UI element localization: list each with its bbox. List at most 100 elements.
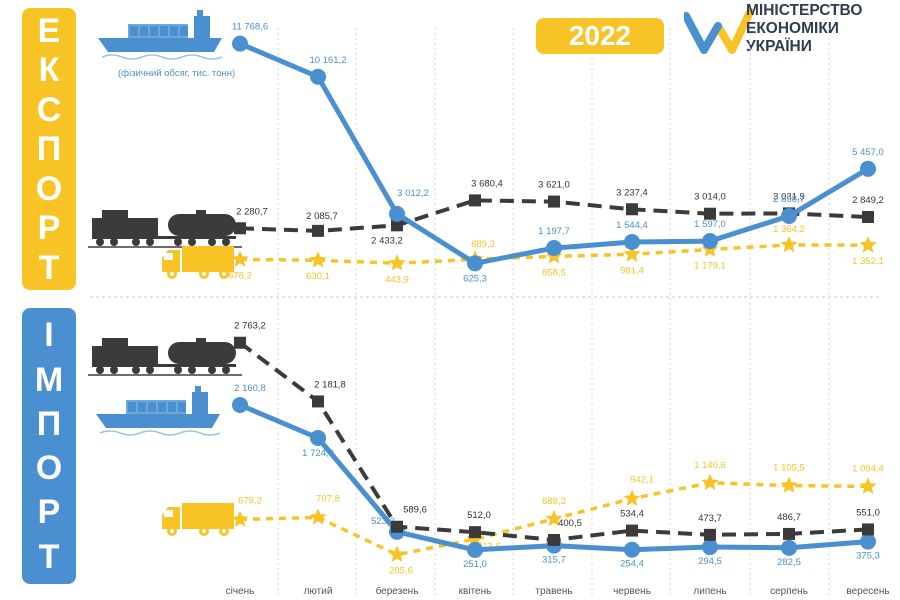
import-road-point [231,510,249,527]
export-road-point [623,245,641,262]
import-road-data-label: 679,2 [238,496,262,507]
import-letter: О [35,449,63,488]
import-sea-data-label: 523,2 [371,516,395,527]
import-sea-data-label: 254,4 [620,559,644,570]
ministry-logo-icon [684,8,754,54]
import-sea-point [310,429,326,446]
export-road-point [231,250,249,267]
import-road-data-label: 205,6 [389,566,413,577]
export-road-data-label: 1 364,2 [773,224,805,235]
export-sea-point [310,68,326,85]
export-letter: О [35,169,63,208]
export-sea-point [702,233,718,250]
export-rail-data-label: 2 849,2 [852,195,884,206]
month-tick-label: березень [376,585,419,597]
import-road-point [623,489,641,506]
export-letter: К [38,51,60,89]
export-sea-point [389,205,405,222]
import-rail-data-label: 534,4 [620,509,644,520]
import-road-data-label: 1 140,6 [694,460,726,471]
export-rail-data-label: 3 031,9 [773,191,805,202]
import-road-point [701,473,719,490]
unit-note: (фізичний обсяг, тис. тонн) [118,68,236,79]
export-rail-point [391,219,403,232]
import-letter: Р [37,493,61,532]
import-sea-data-label: 2 160,8 [234,383,266,394]
export-rail-data-label: 3 014,0 [694,192,726,203]
month-tick-label: квітень [459,586,492,597]
import-sea-point [467,541,483,558]
import-rail-point [704,528,716,541]
import-letter: П [36,404,62,443]
ministry-name-line2: ЕКОНОМІКИ [746,20,839,37]
export-sea-data-label: 1 544,4 [616,220,648,231]
export-road-point [388,254,406,271]
import-sea-data-label: 294,5 [698,556,722,567]
export-rail-data-label: 2 433,2 [371,235,403,246]
export-sea-point [467,255,483,272]
import-rail-point [312,395,324,408]
import-letter: Т [38,537,60,576]
export-sea-point [860,160,876,177]
month-tick-label: травень [535,586,572,597]
import-road-data-label: 1 094,4 [852,463,884,474]
export-sea-data-label: 1 197,7 [538,226,570,237]
import-rail-point [626,524,638,537]
import-sea-line [237,402,871,553]
import-sea-data-label: 251,0 [463,559,487,570]
export-road-data-label: 981,4 [620,265,644,276]
ministry-name: МІНІСТЕРСТВО ЕКОНОМІКИ УКРАЇНИ [746,2,862,56]
export-rail-data-label: 3 680,4 [471,178,503,189]
export-rail-point [469,194,481,207]
import-rail-point [469,526,481,539]
import-rail-data-label: 2 763,2 [234,321,266,332]
import-sea-point [232,396,248,413]
import-rail-data-label: 512,0 [467,510,491,521]
export-road-data-label: 678,2 [228,270,252,281]
export-rail-data-label: 2 280,7 [236,206,268,217]
import-rail-point [391,520,403,533]
export-sea-data-label: 11 768,6 [232,22,268,33]
export-road-data-label: 689,3 [471,239,495,250]
freight-train-icon [88,210,242,248]
import-rail-data-label: 2 181,8 [314,379,346,390]
import-sea-point [781,539,797,556]
import-rail-data-label: 589,6 [403,505,427,516]
export-sea-data-label: 2 898,7 [773,194,805,205]
month-tick-label: серпень [770,586,808,597]
export-road-point [780,235,798,253]
month-tick-label: червень [613,586,651,597]
export-sea-point [624,233,640,250]
import-road-data-label: 1 105,5 [773,463,805,474]
export-road-point [859,236,877,253]
export-rail-data-label: 2 085,7 [306,211,338,222]
import-rail-point [234,336,246,349]
cargo-ship-icon [96,386,221,436]
month-tick-label: лютий [304,586,333,597]
month-tick-label: липень [693,586,726,597]
import-road-point [780,476,798,493]
import-sea-point [624,541,640,558]
export-road-data-label: 443,9 [385,274,409,285]
import-road-data-label: 942,1 [630,475,654,486]
import-sea-point [860,533,876,550]
import-road-point [309,508,327,525]
import-sea-data-label: 315,7 [542,555,566,566]
import-road-point [545,509,563,527]
cargo-truck-icon [162,246,234,279]
export-sea-point [546,240,562,257]
import-rail-point [783,527,795,540]
import-sea-data-label: 282,5 [777,557,801,568]
cargo-truck-icon [162,503,234,536]
export-letter: П [36,130,62,168]
export-sea-data-label: 1 597,0 [694,219,726,230]
export-sea-point [232,35,248,52]
import-rail-data-label: 486,7 [777,512,801,523]
import-rail-data-label: 473,7 [698,513,722,524]
export-rail-point [548,195,560,208]
export-letter: Р [37,209,61,247]
export-rail-point [704,207,716,220]
export-rail-point [312,224,324,237]
